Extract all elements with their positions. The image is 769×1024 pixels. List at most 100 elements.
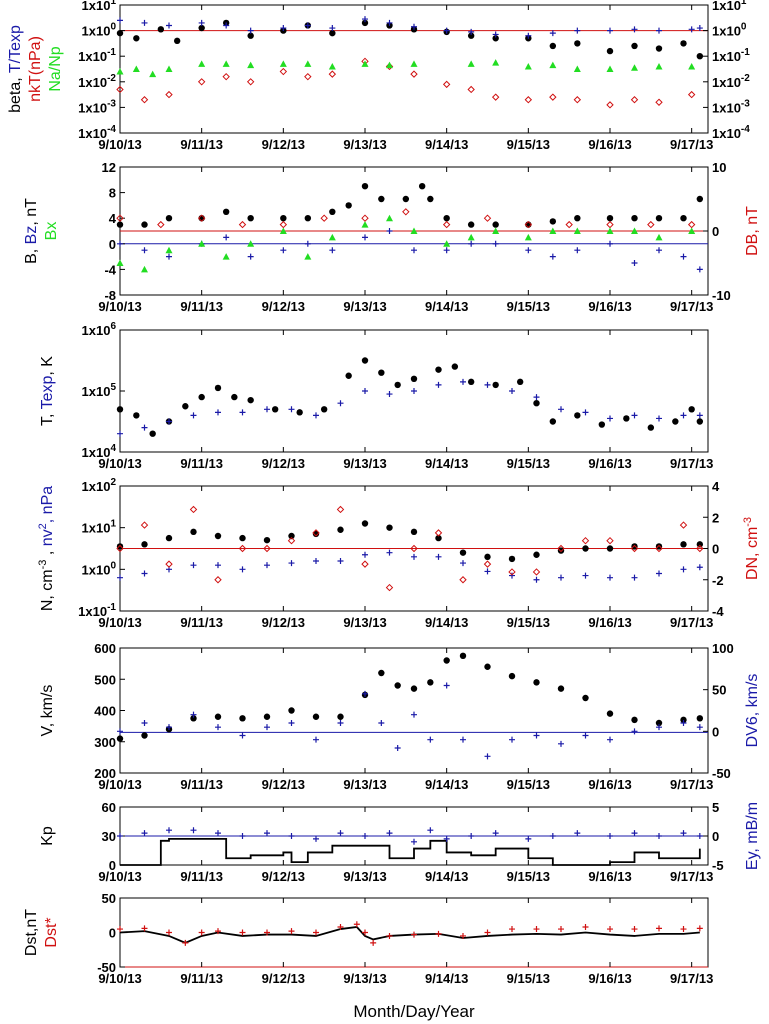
- point-Na/Np: [165, 65, 173, 72]
- point-nkT: [165, 90, 173, 99]
- point-T: [198, 393, 205, 401]
- point-T/Texp: [607, 27, 613, 34]
- series-N: [116, 520, 704, 563]
- point-V: [116, 735, 124, 742]
- point-V: [378, 669, 385, 677]
- point-N: [410, 528, 418, 536]
- point-DV6: [484, 753, 491, 760]
- y-tick-label: 12: [102, 160, 116, 175]
- series-Bx: [116, 214, 696, 273]
- x-tick-label: 9/14/13: [425, 869, 468, 884]
- point-B: [443, 215, 450, 222]
- point-nv2: [460, 560, 466, 567]
- point-T: [451, 363, 459, 370]
- x-tick-label: 9/17/13: [670, 299, 713, 314]
- panel-frame-V: [119, 647, 709, 774]
- point-Bz: [574, 247, 581, 254]
- x-tick-label: 9/16/13: [588, 777, 631, 792]
- x-tick-label: 9/10/13: [98, 456, 141, 471]
- point-DV6: [680, 720, 687, 726]
- point-V: [680, 716, 687, 724]
- point-nkT: [410, 70, 418, 78]
- point-B: [165, 215, 173, 222]
- point-B: [631, 215, 638, 222]
- point-Dst*: [386, 932, 393, 939]
- point-B: [198, 215, 205, 222]
- point-Bz: [631, 260, 638, 266]
- x-tick-label: 9/14/13: [425, 137, 468, 152]
- y-tick-label: 0: [109, 237, 116, 252]
- point-beta: [361, 19, 369, 27]
- x-tick-label: 9/12/13: [262, 299, 305, 314]
- point-DV6: [631, 728, 638, 735]
- x-tick-label: 9/14/13: [425, 971, 468, 986]
- y-tick-label: 1x10-3: [78, 98, 116, 115]
- point-N: [239, 534, 246, 542]
- point-T: [672, 418, 679, 425]
- series-Texp: [117, 378, 703, 437]
- right-tick-label: 5: [712, 800, 719, 815]
- x-tick-label: 9/11/13: [180, 777, 223, 792]
- point-N: [606, 545, 614, 552]
- point-Texp: [533, 394, 540, 401]
- point-V: [443, 657, 450, 664]
- point-V: [696, 715, 704, 722]
- y-axis-label-Kp-line-0: Kp: [39, 826, 56, 846]
- point-B: [247, 215, 254, 222]
- point-beta: [631, 42, 638, 50]
- point-DN: [606, 536, 614, 545]
- point-Ey: [264, 830, 270, 837]
- point-DB: [238, 220, 247, 229]
- point-Na/Np: [247, 61, 255, 69]
- point-nv2: [386, 549, 393, 556]
- point-T/Texp: [362, 16, 368, 23]
- point-Bz: [304, 240, 311, 247]
- point-T: [149, 430, 156, 437]
- point-nv2: [288, 560, 295, 567]
- point-nv2: [215, 562, 221, 569]
- point-nv2: [239, 566, 246, 573]
- point-beta: [329, 29, 336, 37]
- panel-B: 9/10/13 9/11/13 9/12/13 9/13/13 9/14/13 9/15/…: [23, 160, 761, 314]
- x-tick-label: 9/16/13: [588, 299, 631, 314]
- y-tick-label: -4: [104, 262, 116, 277]
- point-DV6: [190, 711, 197, 718]
- right-tick-label: 2: [712, 510, 719, 525]
- point-N: [141, 541, 148, 548]
- point-DB: [361, 214, 369, 222]
- point-N: [116, 543, 124, 550]
- point-nkT: [655, 98, 663, 106]
- point-Bz: [386, 228, 393, 234]
- x-tick-label: 9/16/13: [588, 869, 631, 884]
- x-tick-label: 9/13/13: [343, 971, 386, 986]
- point-DN: [696, 544, 704, 553]
- point-T/Texp: [631, 26, 638, 33]
- point-T: [598, 421, 606, 428]
- point-Bx: [328, 233, 336, 241]
- point-beta: [696, 53, 704, 60]
- x-tick-label: 9/16/13: [588, 137, 631, 152]
- point-Bz: [607, 240, 613, 247]
- point-nkT: [606, 101, 614, 109]
- point-T: [320, 406, 328, 413]
- y-tick-label: 1x101: [82, 0, 117, 13]
- point-DN: [459, 576, 467, 584]
- point-nv2: [435, 553, 442, 560]
- point-T: [271, 406, 279, 413]
- x-tick-label: 9/15/13: [507, 137, 550, 152]
- point-DN: [655, 544, 663, 553]
- point-T: [296, 409, 303, 416]
- y-tick-label: 1x104: [82, 443, 117, 460]
- x-tick-label: 9/17/13: [670, 456, 713, 471]
- point-N: [361, 520, 369, 527]
- point-Texp: [696, 412, 703, 419]
- y-axis-label-beta-line-2: Na/Np: [47, 46, 64, 91]
- x-tick-label: 9/12/13: [262, 869, 305, 884]
- point-Texp: [386, 391, 393, 398]
- y-tick-label: 1x10-1: [78, 47, 116, 64]
- x-tick-label: 9/15/13: [507, 971, 550, 986]
- point-Bz: [443, 247, 450, 254]
- point-Texp: [313, 412, 319, 419]
- point-T/Texp: [141, 19, 148, 26]
- point-T/Texp: [166, 22, 172, 29]
